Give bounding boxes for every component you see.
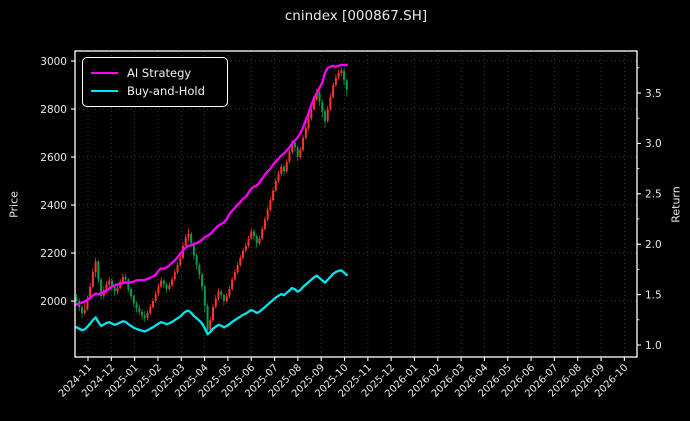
price-tick-label: 2200	[40, 248, 67, 260]
return-tick-label: 1.5	[645, 289, 662, 301]
return-tick-label: 2.5	[645, 189, 662, 201]
ai-strategy-line	[75, 63, 348, 306]
return-tick-label: 3.0	[645, 138, 662, 150]
return-tick-label: 2.0	[645, 239, 662, 251]
legend-label: AI Strategy	[127, 66, 192, 80]
return-tick-label: 1.0	[645, 340, 662, 352]
price-tick-label: 2400	[40, 200, 67, 212]
legend-label: Buy-and-Hold	[127, 84, 205, 98]
return-tick-label: 3.5	[645, 88, 662, 100]
price-tick-label: 2000	[40, 296, 67, 308]
legend-item-buy-and-hold: Buy-and-Hold	[91, 82, 217, 100]
price-tick-label: 2600	[40, 152, 67, 164]
legend: AI Strategy Buy-and-Hold	[82, 57, 228, 107]
plot-border	[74, 50, 638, 358]
ai-strategy-line-swatch	[91, 71, 118, 75]
buy-and-hold-line-swatch	[91, 89, 118, 93]
price-tick-label: 3000	[40, 56, 67, 68]
buy-and-hold-line	[75, 269, 348, 336]
chart-title: cnindex [000867.SH]	[284, 8, 428, 24]
legend-item-ai-strategy: AI Strategy	[91, 64, 217, 82]
price-tick-label: 2800	[40, 104, 67, 116]
